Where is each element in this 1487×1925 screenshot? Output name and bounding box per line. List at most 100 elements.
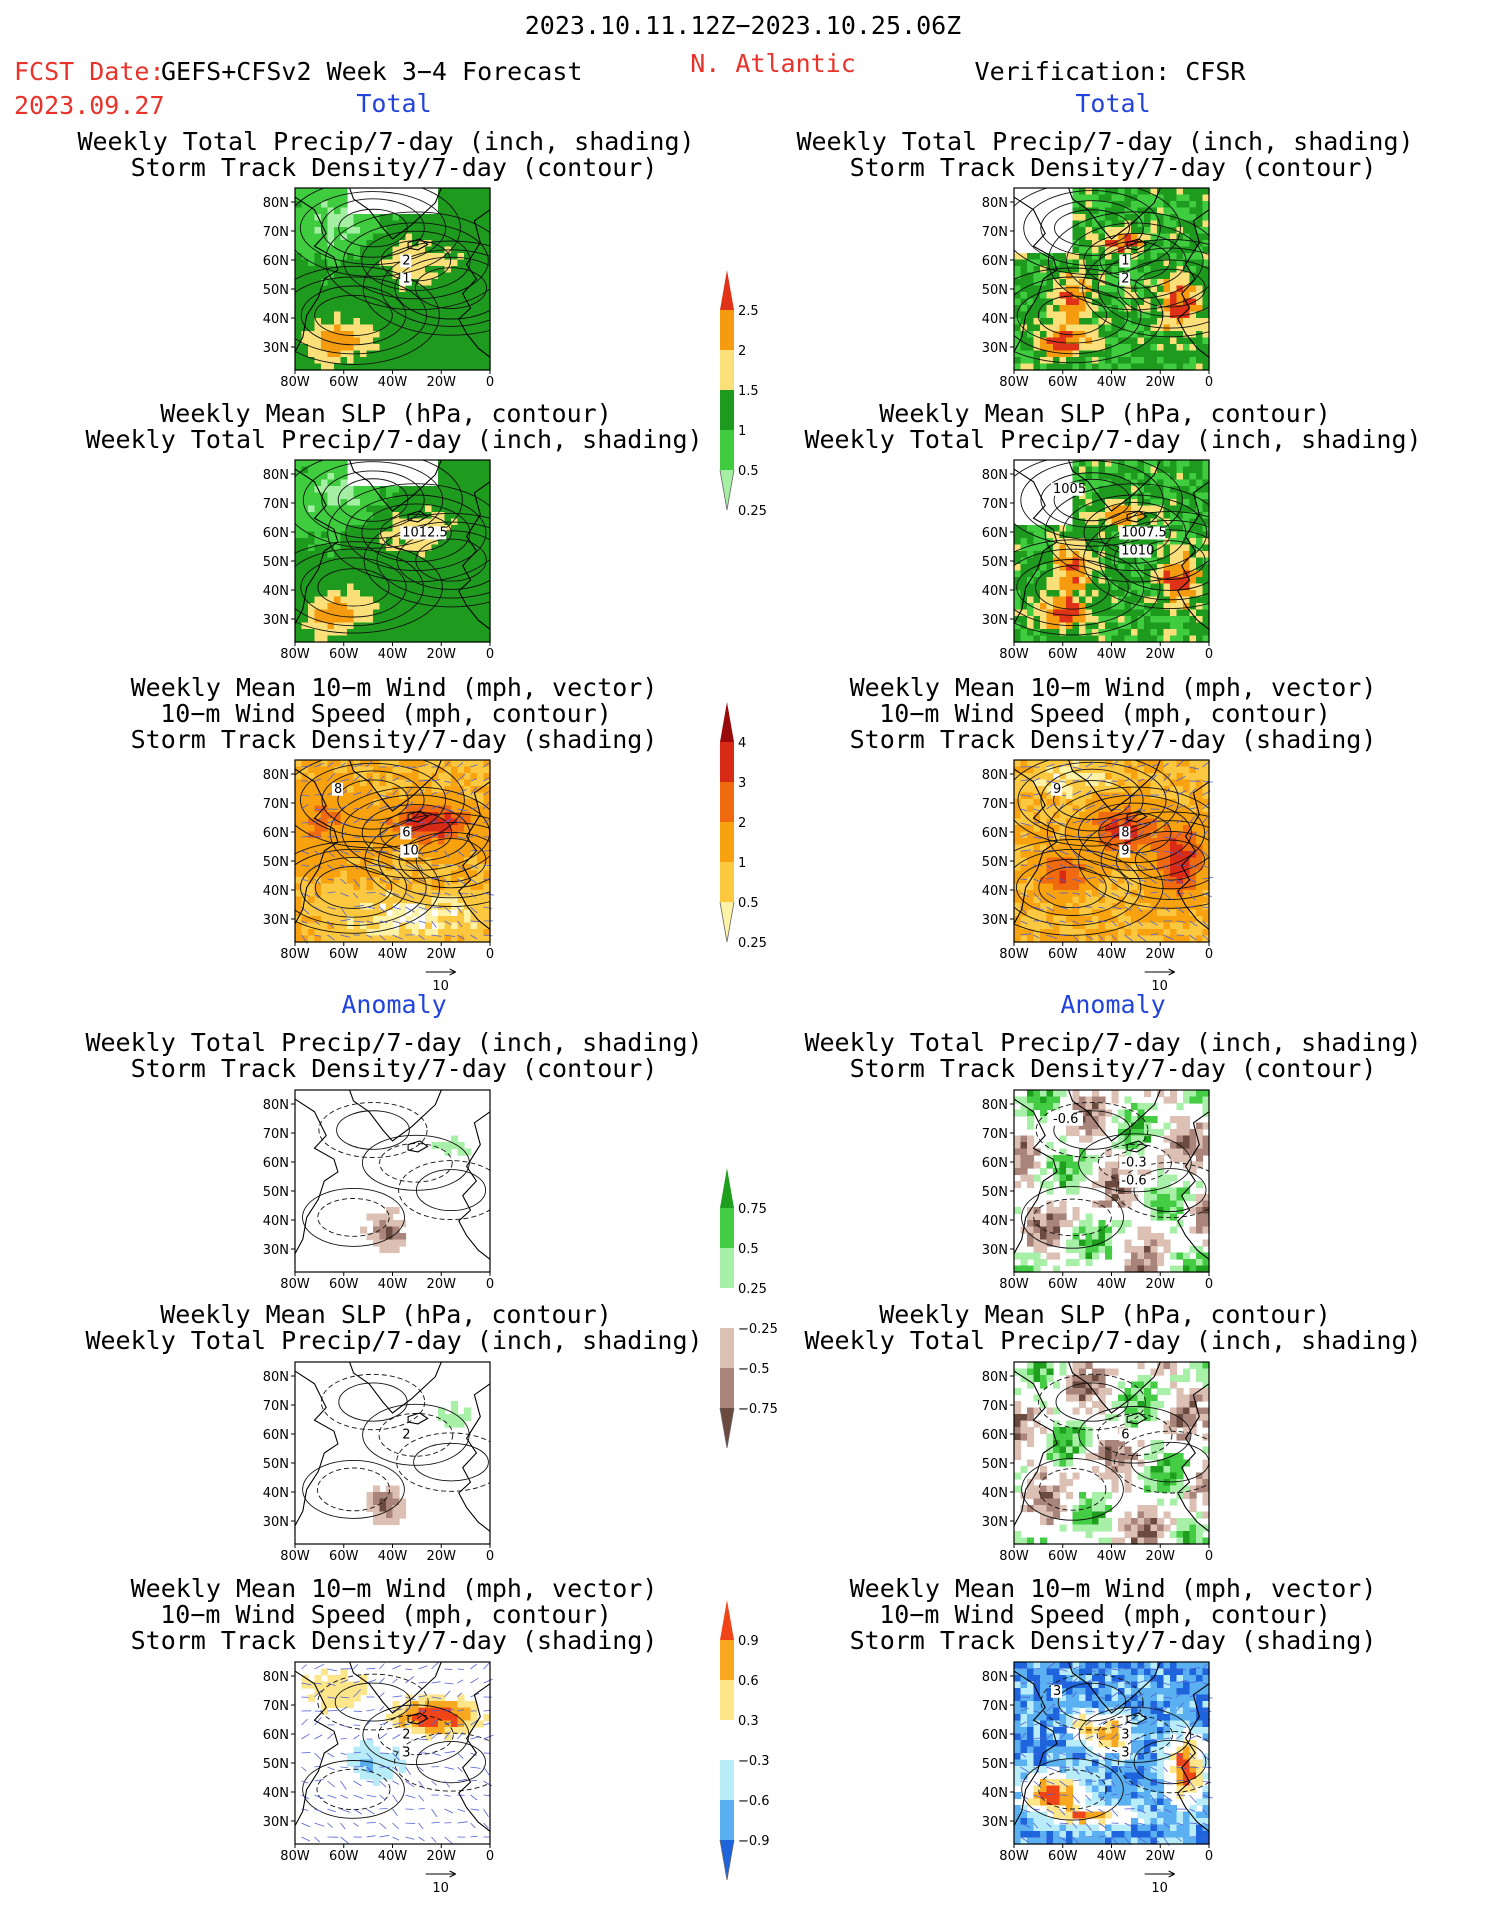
shading-cell [1053,318,1061,326]
shading-cell [1131,616,1139,624]
shading-cell [386,570,394,578]
shading-cell [379,805,387,813]
shading-cell [405,603,413,611]
shading-cell [1176,305,1184,313]
shading-cell [1066,311,1074,319]
shading-cell [379,227,387,235]
shading-cell [477,551,485,559]
shading-cell [366,363,374,371]
shading-cell [1105,857,1113,865]
coastline [348,187,443,240]
shading-cell [301,544,309,552]
shading-cell [366,233,374,241]
shading-cell [1157,629,1165,637]
shading-cell [1183,544,1191,552]
shading-cell [301,357,309,365]
shading-cell [405,227,413,235]
shading-cell [425,779,433,787]
shading-cell [301,786,309,794]
shading-cell [451,896,459,904]
shading-cell [308,890,316,898]
shading-cell [1033,531,1041,539]
shading-cell [366,318,374,326]
shading-cell [431,596,439,604]
shading-cell [1170,201,1178,209]
coastline [407,238,429,251]
shading-cell [1196,570,1204,578]
shading-cell [1163,622,1171,630]
shading-cell [470,233,478,241]
shading-cell [1202,266,1210,274]
shading-cell [301,305,309,313]
shading-cell [1189,531,1197,539]
shading-cell [399,266,407,274]
shading-cell [425,544,433,552]
shading-cell [1137,486,1145,494]
shading-cell [308,603,316,611]
shading-cell [1157,285,1165,293]
shading-cell [1137,792,1145,800]
shading-cell [1046,577,1054,585]
wind-vector [405,920,415,924]
shading-cell [405,486,413,494]
shading-cell [321,844,329,852]
l5-title-1: Weekly Mean SLP (hPa, contour) [160,1300,612,1329]
shading-cell [308,525,316,533]
wind-vector [418,934,425,941]
shading-cell [1020,805,1028,813]
shading-cell [295,870,303,878]
shading-cell [1144,344,1152,352]
shading-cell [392,773,400,781]
shading-cell [418,635,426,643]
shading-cell [1118,214,1126,222]
shading-cell [295,240,303,248]
shading-cell [301,492,309,500]
shading-cell [386,577,394,585]
shading-cell [386,825,394,833]
shading-cell [438,779,446,787]
shading-cell [295,779,303,787]
shading-cell [1189,590,1197,598]
shading-cell [438,337,446,345]
shading-cell [1202,486,1210,494]
shading-cell [1183,214,1191,222]
shading-cell [340,363,348,371]
shading-cell [1202,214,1210,222]
shading-cell [1033,544,1041,552]
shading-cell [314,557,322,565]
shading-cell [1111,635,1119,643]
shading-cell [1131,505,1139,513]
shading-cell [451,331,459,339]
shading-cell [1014,786,1022,794]
shading-cell [1176,773,1184,781]
shading-cell [425,616,433,624]
shading-cell [412,357,420,365]
shading-cell [477,492,485,500]
shading-cell [457,220,465,228]
shading-cell [327,570,335,578]
shading-cell [366,596,374,604]
shading-cell [399,544,407,552]
shading-cell [1053,812,1061,820]
shading-cell [308,460,316,468]
shading-cell [1144,760,1152,768]
wind-vector [366,906,375,909]
shading-cell [444,812,452,820]
shading-cell [1163,577,1171,585]
shading-cell [1040,635,1048,643]
shading-cell [1124,505,1132,513]
shading-cell [483,266,491,274]
shading-cell [457,825,465,833]
shading-cell [1092,603,1100,611]
shading-cell [392,609,400,617]
wind-vector [314,835,322,838]
shading-cell [438,188,446,196]
lat-tick-label: 40N [263,312,289,327]
shading-cell [360,259,368,267]
shading-cell [308,838,316,846]
shading-cell [1163,525,1171,533]
shading-cell [425,298,433,306]
shading-cell [444,864,452,872]
shading-cell [366,935,374,943]
shading-cell [1066,883,1074,891]
